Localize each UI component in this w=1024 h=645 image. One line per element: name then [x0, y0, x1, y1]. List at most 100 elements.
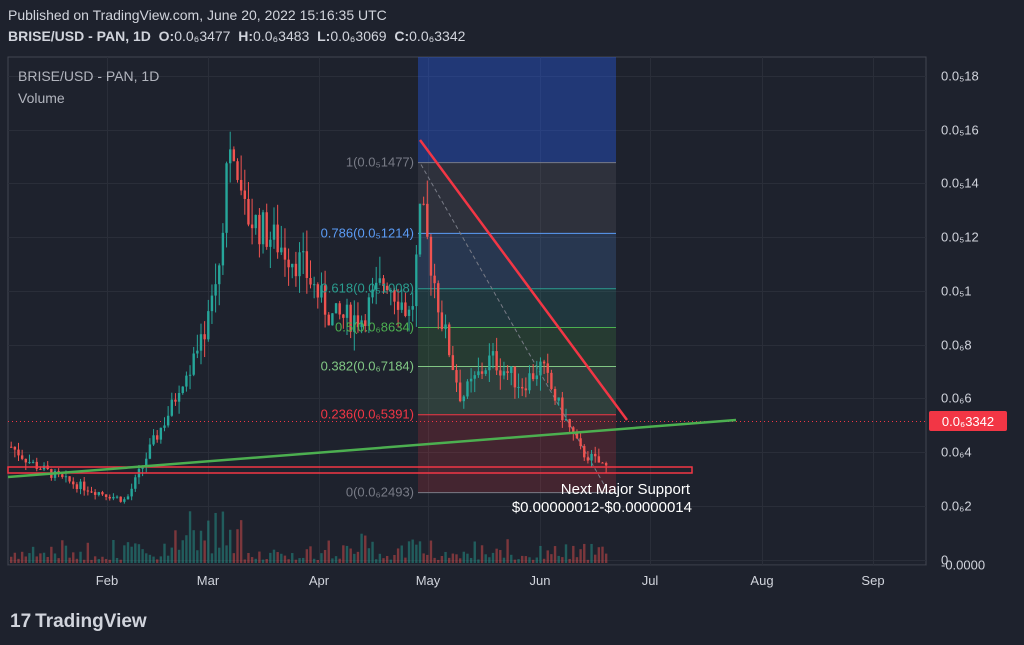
candle-body — [590, 453, 593, 461]
volume-bar — [163, 543, 166, 563]
volume-bar — [239, 520, 243, 563]
volume-bar — [86, 542, 90, 563]
volume-bar — [35, 556, 38, 563]
candle-body — [269, 239, 272, 247]
candle-body — [364, 320, 367, 327]
candle-body — [510, 366, 513, 373]
tradingview-logo[interactable]: 17 TradingView — [10, 611, 147, 633]
candle-body — [422, 203, 425, 205]
candle-body — [517, 386, 520, 388]
candle-body — [199, 334, 203, 351]
volume-bar — [177, 549, 181, 563]
volume-bar — [294, 559, 298, 563]
volume-bar — [39, 553, 42, 563]
candle-body — [86, 490, 90, 492]
volume-bar — [524, 556, 528, 563]
volume-bar — [61, 540, 64, 563]
volume-bar — [356, 551, 360, 563]
candle-body — [108, 496, 111, 499]
high-value: 0.0₆3483 — [253, 28, 310, 44]
volume-bar — [28, 553, 31, 563]
candle-body — [170, 399, 173, 416]
volume-bar — [119, 559, 122, 563]
candle-body — [539, 361, 542, 376]
candle-body — [72, 481, 75, 485]
x-axis[interactable]: Feb Mar Apr May Jun Jul Aug Sep — [96, 573, 885, 588]
logo-mark-icon: 17 — [10, 611, 32, 632]
volume-bar — [477, 559, 480, 563]
volume-bar — [269, 552, 272, 563]
candle-body — [35, 461, 38, 469]
candle-body — [440, 312, 444, 330]
candle-body — [13, 446, 17, 450]
volume-bar — [126, 542, 130, 563]
candle-body — [345, 304, 349, 318]
volume-bar — [192, 530, 195, 563]
candle-body — [31, 461, 35, 463]
y-axis[interactable]: 0.0₅18 0.0₅16 0.0₅14 0.0₅12 0.0₅1 0.0₆8 0.0₆6 0… — [941, 69, 985, 573]
candle-body — [458, 382, 462, 402]
candle-body — [378, 278, 382, 283]
volume-bar — [57, 558, 60, 563]
candle-body — [521, 386, 524, 389]
volume-bar — [225, 545, 228, 563]
volume-bar — [46, 556, 49, 563]
volume-bar — [349, 548, 352, 563]
candle-body — [327, 314, 330, 326]
candle-body — [528, 373, 531, 391]
candle-body — [542, 361, 546, 364]
volume-bar — [455, 554, 458, 563]
fib-band — [418, 327, 616, 367]
volume-bar — [134, 543, 137, 563]
volume-bar — [287, 559, 290, 563]
volume-bar — [188, 511, 192, 563]
volume-bar — [323, 549, 327, 563]
volume-bar — [353, 553, 356, 563]
volume-bar — [440, 555, 444, 563]
volume-bar — [396, 548, 400, 563]
candle-body — [375, 282, 378, 290]
candle-body — [433, 275, 436, 284]
candle-body — [272, 224, 276, 240]
candle-body — [495, 351, 498, 371]
y-tick-label: 0.0₅18 — [941, 69, 979, 84]
y-tick-label: 0.0₆8 — [941, 338, 972, 353]
candle-body — [28, 462, 31, 464]
volume-bar — [564, 544, 568, 563]
volume-bar — [152, 556, 155, 563]
low-label: L: — [317, 28, 331, 44]
candle-body — [531, 373, 535, 380]
candle-body — [24, 458, 27, 463]
volume-bar — [415, 544, 418, 563]
volume-bar — [24, 556, 27, 563]
volume-bar — [309, 546, 312, 563]
candle-body — [243, 190, 246, 199]
volume-bar — [601, 546, 604, 563]
candle-body — [342, 314, 345, 318]
candle-body — [415, 254, 418, 307]
y-tick-label: 0.0₅1 — [941, 284, 972, 299]
plot-area[interactable] — [7, 56, 927, 566]
volume-bar — [342, 545, 345, 563]
volume-bar — [236, 529, 239, 563]
candle-body — [119, 496, 122, 502]
volume-bar — [462, 551, 465, 563]
volume-bar — [579, 549, 582, 563]
volume-bar — [170, 547, 173, 563]
legend-symbol: BRISE/USD - PAN, 1D — [18, 68, 159, 84]
volume-bar — [433, 557, 436, 563]
volume-bar — [207, 520, 210, 563]
candle-body — [236, 161, 239, 180]
support-trendline — [7, 418, 737, 479]
x-tick-label: Apr — [309, 573, 330, 588]
candle-body — [156, 435, 159, 440]
volume-bar — [360, 533, 363, 563]
candle-body — [353, 315, 356, 332]
volume-bar — [159, 556, 163, 563]
candle-body — [305, 251, 309, 278]
candle-body — [396, 301, 400, 310]
volume-bar — [196, 550, 199, 563]
candle-body — [218, 265, 221, 285]
volume-bar — [499, 550, 502, 563]
